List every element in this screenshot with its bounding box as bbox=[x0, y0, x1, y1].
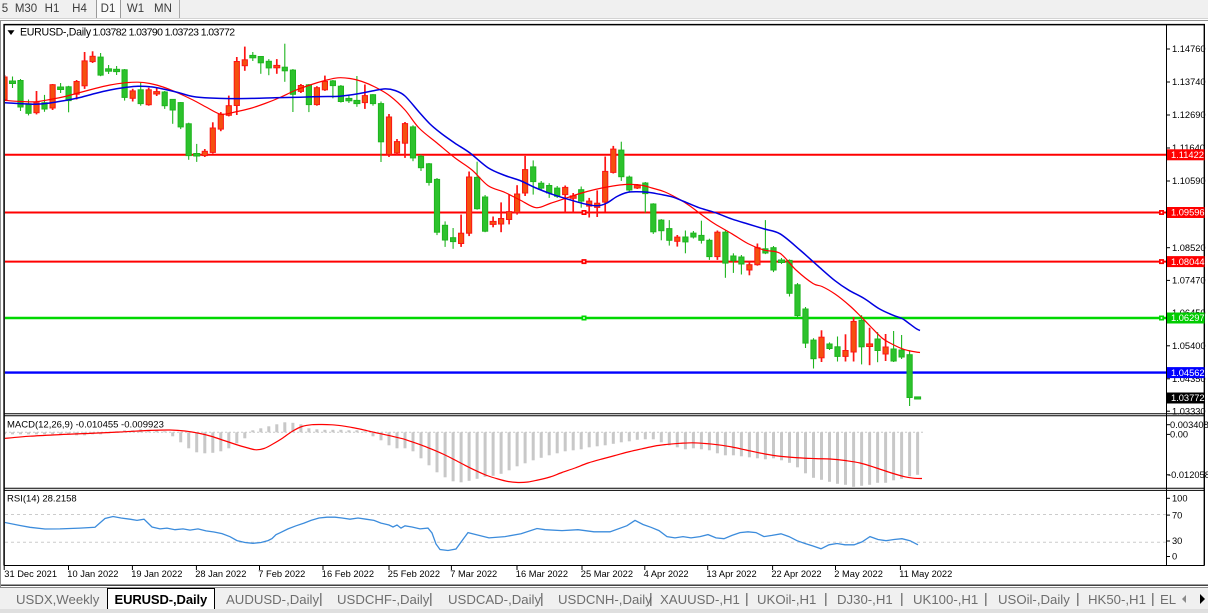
svg-text:70: 70 bbox=[1172, 510, 1182, 520]
svg-text:2 May 2022: 2 May 2022 bbox=[834, 569, 883, 579]
svg-text:31 Dec 2021: 31 Dec 2021 bbox=[4, 569, 57, 579]
svg-text:-0.012058: -0.012058 bbox=[1168, 470, 1208, 480]
svg-text:EURUSD-,Daily: EURUSD-,Daily bbox=[20, 27, 92, 39]
svg-text:1.04350: 1.04350 bbox=[1172, 374, 1206, 384]
svg-text:1.12690: 1.12690 bbox=[1172, 110, 1206, 120]
svg-text:7 Mar 2022: 7 Mar 2022 bbox=[450, 569, 497, 579]
svg-text:1.09596: 1.09596 bbox=[1171, 208, 1205, 218]
svg-text:1.13740: 1.13740 bbox=[1172, 77, 1206, 87]
svg-text:28 Jan 2022: 28 Jan 2022 bbox=[195, 569, 246, 579]
svg-text:1.06297: 1.06297 bbox=[1171, 313, 1205, 323]
svg-text:16 Mar 2022: 16 Mar 2022 bbox=[516, 569, 568, 579]
svg-text:1.10590: 1.10590 bbox=[1172, 176, 1206, 186]
svg-text:13 Apr 2022: 13 Apr 2022 bbox=[707, 569, 757, 579]
svg-text:MACD(12,26,9) -0.010455 -0.009: MACD(12,26,9) -0.010455 -0.009923 bbox=[7, 420, 164, 431]
svg-text:0.003408: 0.003408 bbox=[1170, 420, 1208, 430]
svg-text:16 Feb 2022: 16 Feb 2022 bbox=[322, 569, 374, 579]
svg-text:1.03330: 1.03330 bbox=[1172, 406, 1206, 416]
svg-text:1.04562: 1.04562 bbox=[1171, 368, 1205, 378]
svg-text:25 Mar 2022: 25 Mar 2022 bbox=[581, 569, 633, 579]
svg-text:7 Feb 2022: 7 Feb 2022 bbox=[258, 569, 305, 579]
svg-text:25 Feb 2022: 25 Feb 2022 bbox=[388, 569, 440, 579]
svg-text:100: 100 bbox=[1172, 494, 1188, 504]
svg-text:1.05400: 1.05400 bbox=[1172, 341, 1206, 351]
svg-text:1.11422: 1.11422 bbox=[1171, 150, 1204, 160]
svg-text:1.03782 1.03790 1.03723 1.0377: 1.03782 1.03790 1.03723 1.03772 bbox=[93, 27, 236, 39]
svg-text:RSI(14) 28.2158: RSI(14) 28.2158 bbox=[7, 494, 77, 505]
svg-text:1.11640: 1.11640 bbox=[1172, 143, 1205, 153]
svg-text:1.07470: 1.07470 bbox=[1172, 276, 1206, 286]
svg-text:1.08520: 1.08520 bbox=[1172, 243, 1206, 253]
svg-text:1.14760: 1.14760 bbox=[1172, 44, 1206, 54]
svg-text:4 Apr 2022: 4 Apr 2022 bbox=[644, 569, 689, 579]
svg-text:11 May 2022: 11 May 2022 bbox=[899, 569, 952, 579]
svg-text:0: 0 bbox=[1172, 552, 1177, 562]
svg-text:10 Jan 2022: 10 Jan 2022 bbox=[67, 569, 118, 579]
svg-text:0.00: 0.00 bbox=[1170, 430, 1188, 440]
svg-text:30: 30 bbox=[1172, 536, 1182, 546]
svg-text:19 Jan 2022: 19 Jan 2022 bbox=[131, 569, 182, 579]
svg-text:1.03772: 1.03772 bbox=[1171, 393, 1205, 403]
svg-text:1.08044: 1.08044 bbox=[1171, 257, 1205, 267]
svg-text:22 Apr 2022: 22 Apr 2022 bbox=[771, 569, 821, 579]
